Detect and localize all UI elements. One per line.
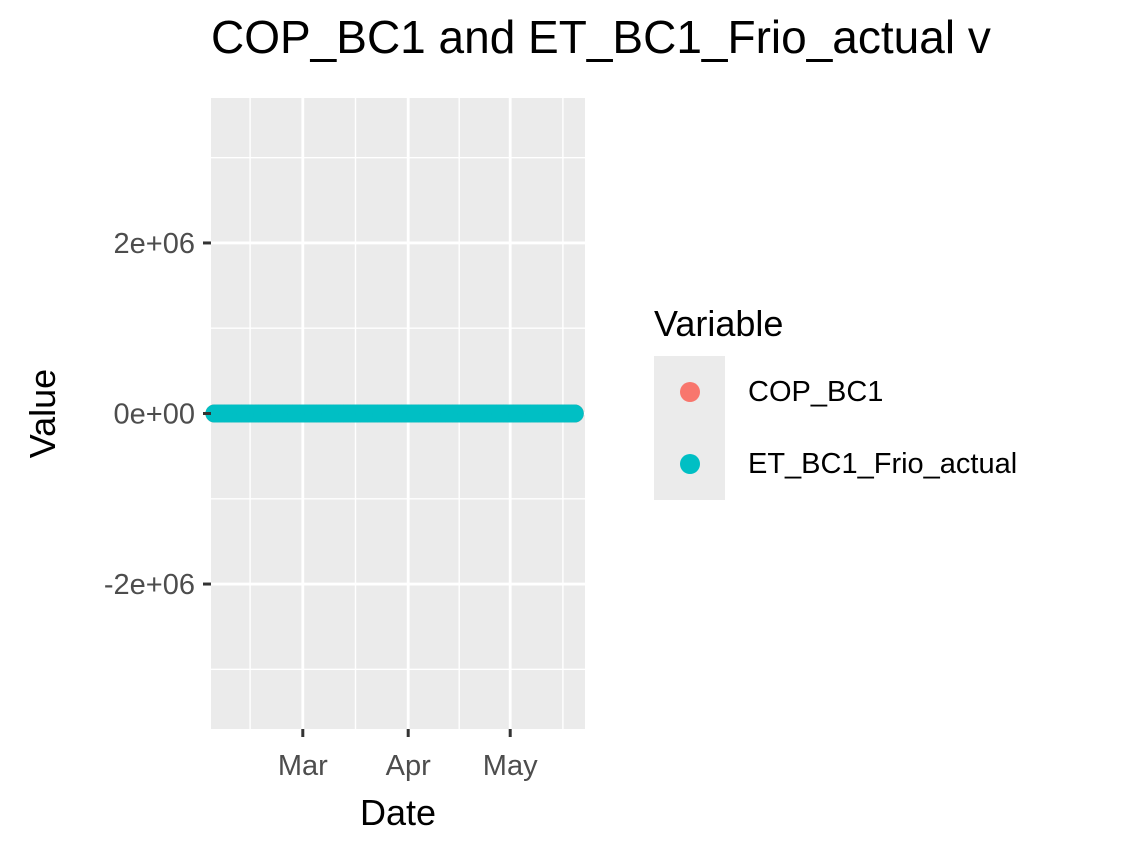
- legend: Variable COP_BC1 ET_BC1_Frio_actual: [654, 303, 1017, 500]
- legend-dot-icon: [680, 382, 700, 402]
- y-axis-label: Value: [22, 369, 63, 458]
- y-tick-label: 2e+06: [114, 228, 195, 260]
- legend-title: Variable: [654, 303, 784, 344]
- x-tick-label: May: [483, 750, 538, 782]
- data-layer: [205, 404, 584, 423]
- legend-label: COP_BC1: [748, 375, 884, 408]
- legend-label: ET_BC1_Frio_actual: [748, 447, 1018, 480]
- y-tick-label: -2e+06: [104, 569, 195, 601]
- x-axis-label: Date: [360, 792, 436, 833]
- chart-title: COP_BC1 and ET_BC1_Frio_actual v: [211, 11, 991, 63]
- legend-dot-icon: [680, 454, 700, 474]
- legend-keys: COP_BC1 ET_BC1_Frio_actual: [654, 356, 1017, 500]
- y-tick-label: 0e+00: [114, 399, 195, 431]
- legend-item-et-bc1-frio-actual: ET_BC1_Frio_actual: [654, 428, 1017, 500]
- axes-layer: -2e+06 0e+00 2e+06 Mar Apr May: [104, 228, 538, 782]
- legend-item-cop-bc1: COP_BC1: [654, 356, 883, 428]
- data-point-et-bc1-frio-actual: [565, 404, 584, 423]
- x-tick-label: Mar: [278, 750, 328, 782]
- x-tick-label: Apr: [386, 750, 431, 782]
